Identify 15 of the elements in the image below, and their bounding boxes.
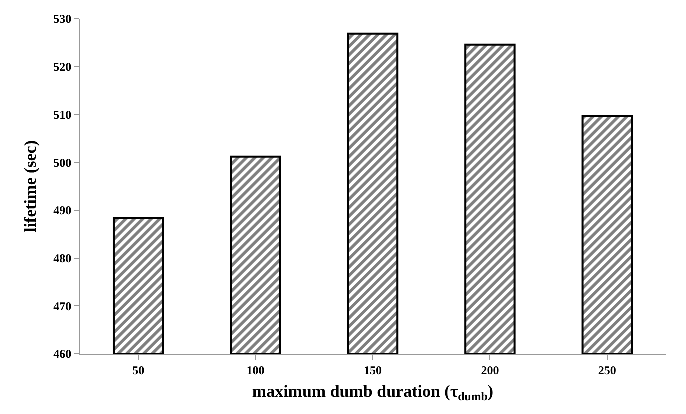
y-tick-label: 520	[54, 60, 72, 74]
y-axis-title: lifetime (sec)	[21, 140, 40, 233]
x-tick-label: 150	[364, 363, 382, 378]
x-tick-label: 200	[481, 363, 500, 378]
x-tick-label: 250	[598, 363, 616, 378]
y-tick-label: 480	[54, 251, 72, 266]
y-tick-label: 510	[54, 108, 72, 122]
x-tick-label: 100	[246, 363, 265, 378]
y-tick-label: 530	[54, 12, 72, 26]
y-tick-label: 460	[54, 347, 72, 362]
y-tick-label: 500	[54, 156, 72, 170]
y-tick-label: 490	[54, 204, 72, 218]
x-axis-title: maximum dumb duration (τ$_{dumb}$)	[252, 382, 494, 404]
y-tick-label: 470	[54, 299, 72, 314]
x-tick-label: 50	[132, 363, 145, 378]
